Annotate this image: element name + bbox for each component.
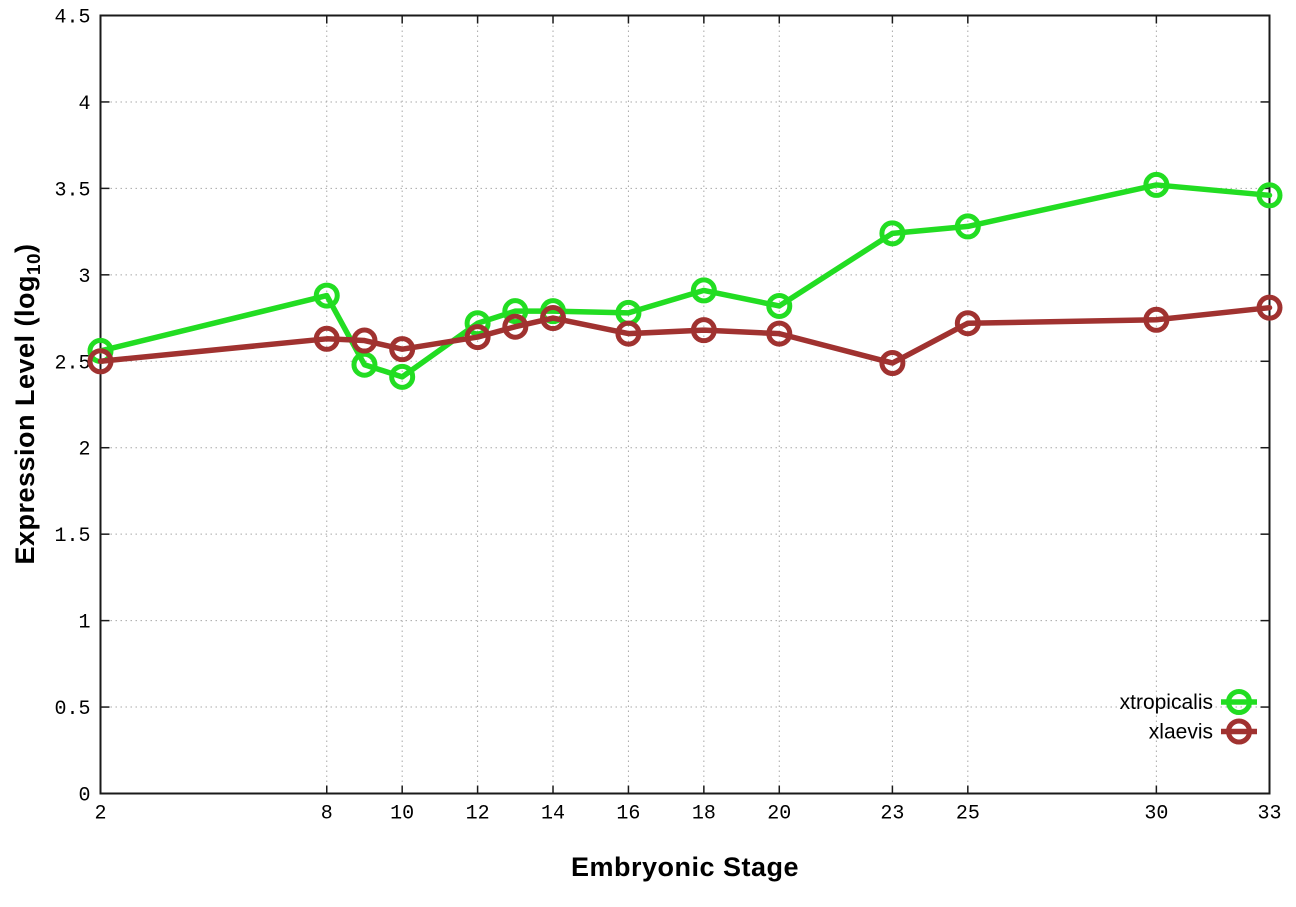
data-point-xlaevis	[502, 313, 529, 340]
data-point-xlaevis	[389, 336, 416, 363]
data-point-xtropicalis	[1256, 182, 1283, 209]
y-tick-label: 0.5	[54, 698, 90, 721]
x-tick-label: 14	[541, 803, 565, 826]
y-tick-label: 1.5	[54, 525, 90, 548]
x-tick-label: 20	[767, 803, 791, 826]
x-axis-title: Embryonic Stage	[100, 852, 1270, 883]
y-tick-label: 4.5	[54, 7, 90, 30]
legend-marker-xtropicalis	[1226, 689, 1252, 715]
y-tick-label: 1	[78, 612, 90, 635]
y-tick-label: 2.5	[54, 352, 90, 375]
data-point-xlaevis	[766, 320, 793, 347]
x-tick-label: 12	[466, 803, 490, 826]
data-point-xlaevis	[313, 325, 340, 352]
plot-border	[99, 14, 1271, 795]
data-point-xtropicalis	[954, 213, 981, 240]
data-point-xlaevis	[879, 350, 906, 377]
y-axis-title-text: Expression Level (log	[9, 274, 40, 565]
data-point-xlaevis	[464, 324, 491, 351]
y-tick-label: 2	[78, 439, 90, 462]
data-point-xlaevis	[690, 317, 717, 344]
data-point-xlaevis	[1256, 294, 1283, 321]
data-point-xlaevis	[540, 305, 567, 332]
x-tick-label: 18	[692, 803, 716, 826]
data-point-xtropicalis	[351, 351, 378, 378]
data-point-xtropicalis	[464, 310, 491, 337]
legend-marker-xlaevis	[1226, 718, 1252, 745]
x-tick-label: 23	[880, 803, 904, 826]
legend-label-xtropicalis: xtropicalis	[1120, 691, 1213, 714]
y-axis-title: Expression Level (log10)	[10, 243, 46, 564]
data-point-xlaevis	[351, 327, 378, 354]
y-tick-label: 4	[78, 93, 90, 116]
x-tick-label: 30	[1144, 803, 1168, 826]
y-tick-label: 0	[78, 785, 90, 808]
data-point-xlaevis	[615, 320, 642, 347]
data-point-xtropicalis	[389, 363, 416, 390]
x-tick-label: 25	[956, 803, 980, 826]
x-tick-label: 8	[321, 803, 333, 826]
data-point-xlaevis	[87, 348, 114, 375]
y-axis-title-subscript: 10	[24, 252, 46, 275]
x-tick-label: 10	[390, 803, 414, 826]
data-point-xtropicalis	[313, 282, 340, 309]
x-tick-label: 16	[616, 803, 640, 826]
legend-label-xlaevis: xlaevis	[1149, 721, 1213, 744]
y-tick-label: 3.5	[54, 179, 90, 202]
data-point-xtropicalis	[1143, 171, 1170, 198]
data-point-xtropicalis	[690, 277, 717, 304]
x-axis-title-text: Embryonic Stage	[570, 852, 800, 882]
data-point-xtropicalis	[502, 298, 529, 325]
data-point-xtropicalis	[879, 220, 906, 247]
data-point-xtropicalis	[766, 292, 793, 319]
series-line-xtropicalis	[97, 182, 1273, 380]
data-point-xlaevis	[954, 310, 981, 337]
series-line-xlaevis	[97, 304, 1273, 366]
data-point-xlaevis	[1143, 306, 1170, 333]
y-tick-label: 3	[78, 266, 90, 289]
y-axis-title-close: )	[9, 243, 40, 253]
x-tick-label: 2	[94, 803, 106, 826]
x-tick-label: 33	[1257, 803, 1281, 826]
